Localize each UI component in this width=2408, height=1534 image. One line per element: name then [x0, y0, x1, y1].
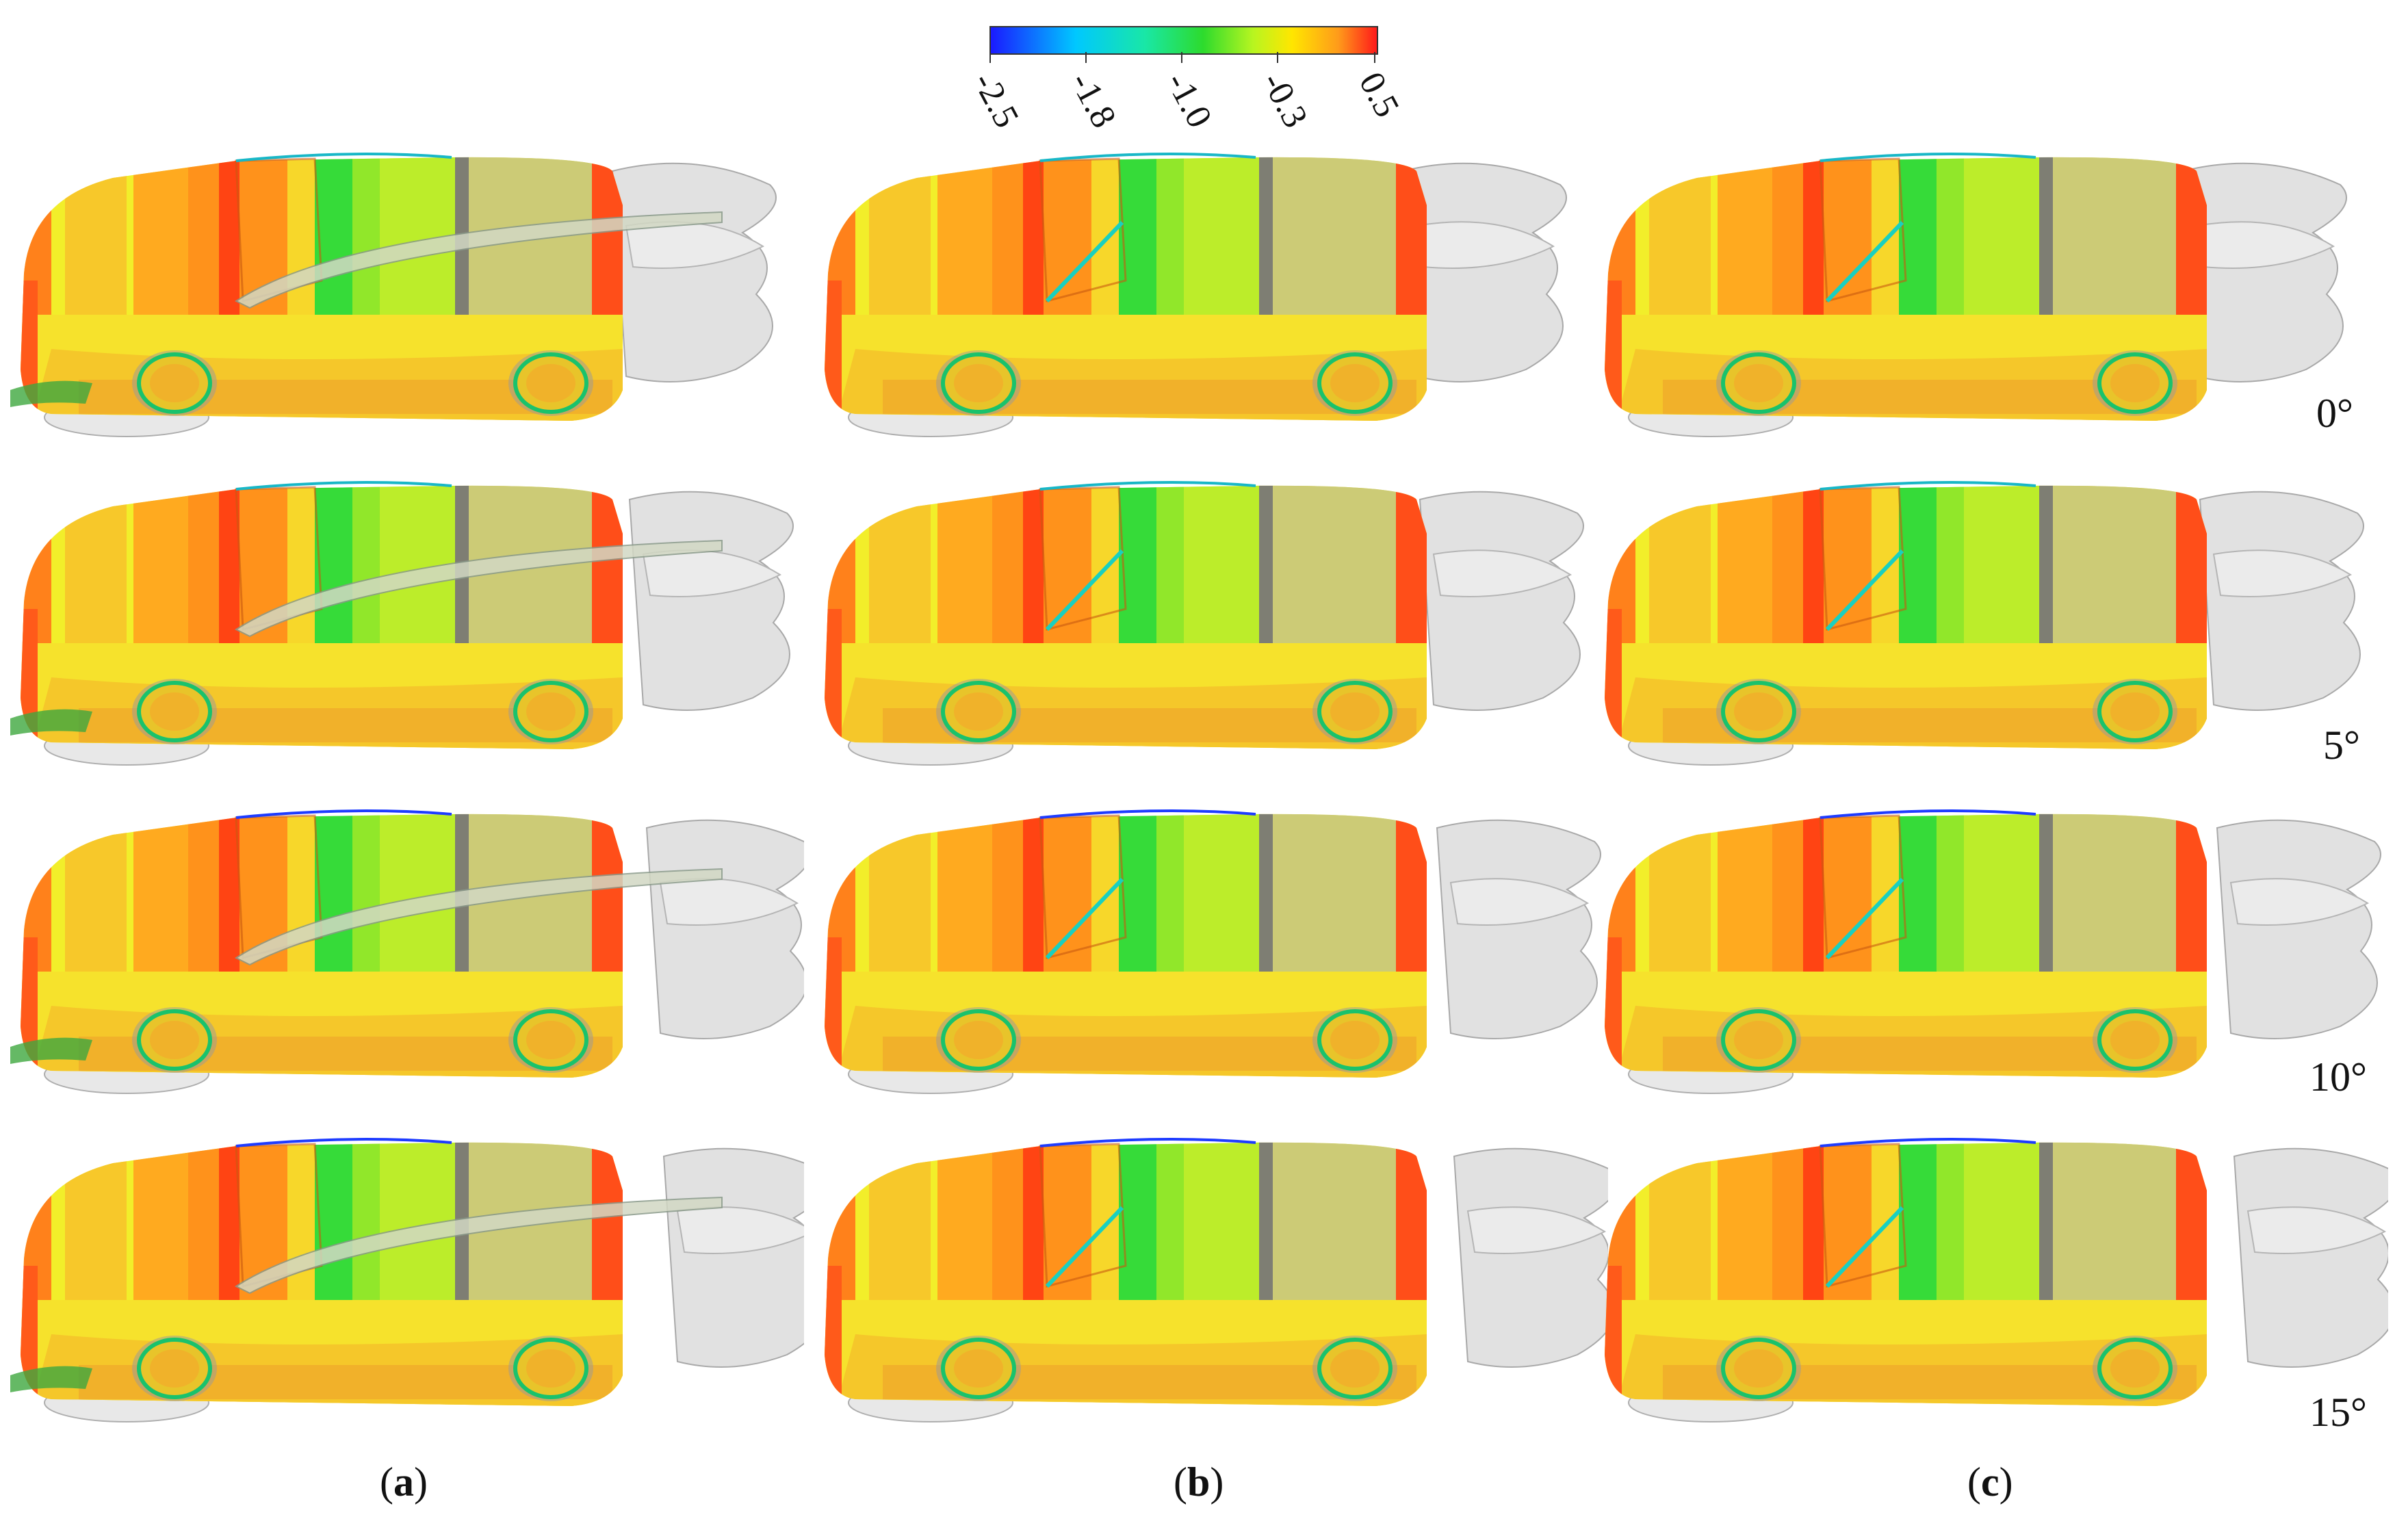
wheel [2093, 350, 2177, 416]
car-pressure-panel [10, 1138, 804, 1422]
car-pressure-panel [1605, 153, 2347, 437]
wheel [936, 679, 1021, 744]
a-pillar-vortex [234, 539, 723, 638]
wheel [132, 350, 217, 416]
wheel [132, 1007, 217, 1073]
car-pressure-panel [825, 1138, 1608, 1422]
caption-a: (a) [380, 1459, 428, 1505]
wheel [508, 679, 593, 744]
wake-isosurface [1628, 491, 2364, 766]
wheel [936, 1007, 1021, 1073]
a-pillar-vortex [234, 211, 723, 309]
car-pressure-panel [825, 809, 1601, 1094]
car-pressure-panel [825, 481, 1584, 766]
colorbar-tick [1374, 52, 1375, 63]
colorbar-tick [1277, 52, 1278, 63]
wheel [1716, 1336, 1801, 1401]
car-pressure-panel [825, 153, 1567, 437]
wheel [1312, 1336, 1397, 1401]
wheel [508, 1336, 593, 1401]
colorbar-tick [1085, 52, 1087, 63]
colorbar-label: -0.3 [1254, 66, 1315, 134]
car-pressure-panel [10, 153, 777, 437]
car-pressure-panel [10, 809, 804, 1094]
wheel [2093, 1336, 2177, 1401]
wheel [508, 350, 593, 416]
yaw-angle-label: 15° [2309, 1390, 2367, 1435]
wheel [1716, 1007, 1801, 1073]
wheel [936, 1336, 1021, 1401]
a-pillar-vortex [234, 1196, 723, 1295]
car-pressure-panel [1605, 481, 2364, 766]
wheel [2093, 1007, 2177, 1073]
yaw-angle-label: 0° [2316, 391, 2353, 436]
colorbar-tick [989, 52, 991, 63]
wheel [2093, 679, 2177, 744]
caption-b: (b) [1174, 1459, 1224, 1505]
colorbar-label: -1.8 [1062, 66, 1124, 134]
car-pressure-panel [10, 481, 794, 766]
wheel [132, 679, 217, 744]
wheel [936, 350, 1021, 416]
colorbar-tick [1181, 52, 1182, 63]
yaw-angle-label: 5° [2323, 723, 2360, 768]
wheel [1312, 350, 1397, 416]
pressure-colorbar [989, 26, 1378, 55]
wheel [1716, 350, 1801, 416]
colorbar-label: 0.5 [1351, 66, 1407, 124]
colorbar-label: -2.5 [965, 66, 1026, 134]
wake-isosurface [848, 1147, 1608, 1422]
wheel [1716, 679, 1801, 744]
colorbar-label: -1.0 [1158, 66, 1219, 134]
caption-c: (c) [1967, 1459, 2013, 1505]
car-pressure-panel [1605, 1138, 2388, 1422]
wheel [508, 1007, 593, 1073]
wake-isosurface [1628, 819, 2381, 1094]
car-pressure-panel [1605, 809, 2381, 1094]
wheel [132, 1336, 217, 1401]
wheel [1312, 679, 1397, 744]
a-pillar-vortex [234, 868, 723, 966]
wheel [1312, 1007, 1397, 1073]
yaw-angle-label: 10° [2309, 1054, 2367, 1100]
